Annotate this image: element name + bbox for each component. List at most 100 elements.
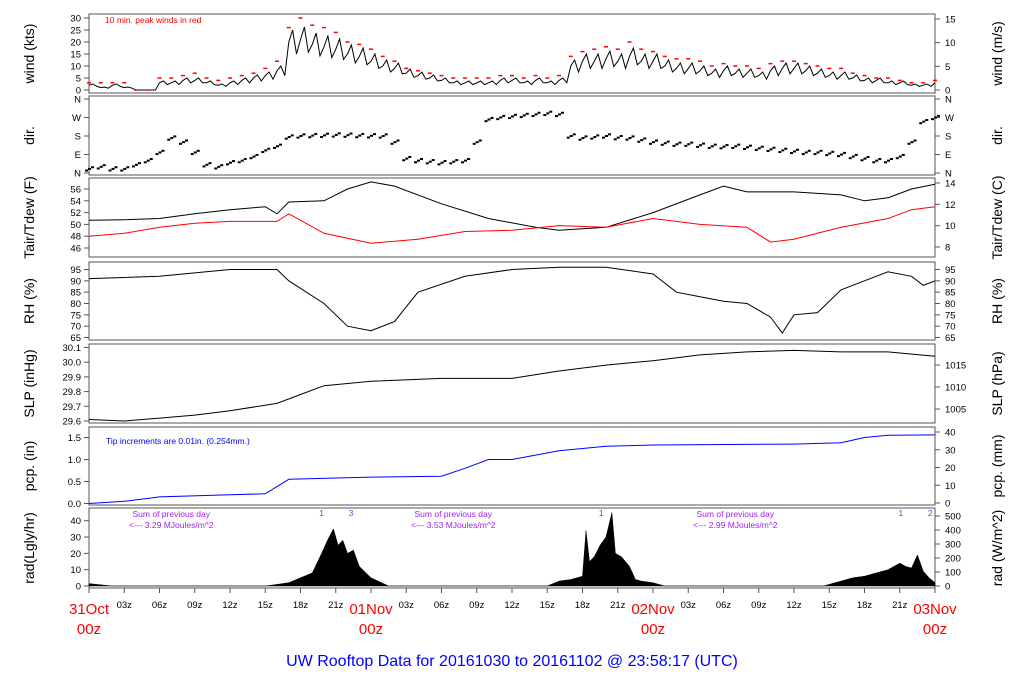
x-day-time: 00z xyxy=(77,621,101,638)
dir-point xyxy=(837,155,840,158)
y-tick-label: 48 xyxy=(70,232,81,243)
dir-point xyxy=(801,153,805,156)
y-tick-label: 30 xyxy=(70,533,81,544)
dir-point xyxy=(895,157,899,160)
dir-point xyxy=(114,166,118,169)
y-tick-label-right: 500 xyxy=(945,512,961,523)
dir-point xyxy=(290,134,294,137)
y-tick-label: 25 xyxy=(70,26,81,37)
y-tick-label-right: 65 xyxy=(945,333,956,344)
dir-point xyxy=(581,137,585,140)
rad-marker: 1 xyxy=(599,508,604,518)
dir-point xyxy=(237,161,241,164)
plot-frame xyxy=(88,13,936,94)
dir-point xyxy=(431,159,435,162)
y-tick-label-right: 10 xyxy=(945,38,956,49)
x-tick-label: 12z xyxy=(786,600,802,611)
dir-point xyxy=(126,166,130,169)
y-tick-label-right: N xyxy=(945,169,952,180)
dir-point xyxy=(537,111,541,114)
dir-point xyxy=(919,122,923,125)
dir-point xyxy=(898,155,902,158)
y-tick-label-right: 95 xyxy=(945,265,956,276)
dir-point xyxy=(355,136,359,139)
dir-point xyxy=(102,164,106,167)
dir-point xyxy=(373,133,376,136)
dir-point xyxy=(937,114,940,117)
y-tick-label-right: 15 xyxy=(945,15,956,26)
dir-point xyxy=(631,135,635,138)
x-tick-label: 15z xyxy=(540,600,556,611)
dir-point xyxy=(425,162,429,165)
y-tick-label-right: 8 xyxy=(945,243,950,254)
x-tick-label: 03z xyxy=(399,600,415,611)
x-tick-label: 15z xyxy=(822,600,838,611)
pcp-annotation: Tip increments are 0.01in. (0.254mm.) xyxy=(106,436,250,446)
dir-point xyxy=(287,136,291,139)
pcp-line xyxy=(88,434,936,504)
dir-point xyxy=(931,118,934,121)
dir-point xyxy=(264,149,268,152)
y-tick-label: 29.7 xyxy=(63,402,82,413)
y-tick-label: 56 xyxy=(70,185,81,196)
daily-sum-label: Sum of previous day xyxy=(697,509,775,519)
dir-point xyxy=(202,165,206,168)
plot-frame xyxy=(88,507,936,589)
dir-point xyxy=(343,135,347,138)
plot-frame xyxy=(88,426,936,506)
dir-point xyxy=(99,165,103,168)
dir-point xyxy=(208,162,212,165)
slp-line xyxy=(88,349,936,422)
x-tick-label: 09z xyxy=(751,600,767,611)
y-tick-label-right: 400 xyxy=(945,526,961,537)
radiation-area xyxy=(88,512,936,587)
dir-point xyxy=(519,116,523,119)
dir-point xyxy=(593,136,597,139)
y-tick-label-right: 10 xyxy=(945,481,956,492)
dir-point xyxy=(696,145,699,148)
dir-point xyxy=(851,155,855,158)
dir-point xyxy=(229,161,232,164)
dir-point xyxy=(467,158,470,161)
dir-point xyxy=(146,159,150,162)
dir-point xyxy=(619,135,623,137)
dir-point xyxy=(784,147,788,150)
x-day-label: 02Nov xyxy=(631,601,675,618)
dir-point xyxy=(167,138,171,141)
dir-point xyxy=(455,159,459,162)
dir-point xyxy=(346,134,350,137)
rad-marker: 1 xyxy=(899,508,904,518)
dir-point xyxy=(713,143,717,146)
dir-point xyxy=(804,151,808,154)
dir-point xyxy=(769,148,773,151)
dir-point xyxy=(625,138,629,141)
dir-point xyxy=(672,144,676,147)
y-tick-label: 10 xyxy=(70,565,81,576)
y-axis-label-right: Tair/Tdew (C) xyxy=(989,175,1005,259)
y-axis-label: rad(Lgly/hr) xyxy=(21,512,37,584)
dir-point xyxy=(449,162,453,165)
dir-point xyxy=(185,139,188,142)
dir-point xyxy=(384,133,388,136)
dir-point xyxy=(499,116,503,119)
x-axis: 03z 06z 09z 12z 15z 18z 21z 03z 06z 09z 12z 15z 18z 2… xyxy=(69,588,957,638)
dir-point xyxy=(135,163,138,166)
panel-dir: dir. dir.N NE ES SW WN N xyxy=(21,95,1005,180)
y-tick-label-right: 1005 xyxy=(945,405,966,416)
plot-frame xyxy=(88,261,936,341)
dir-point xyxy=(710,145,714,148)
y-tick-label-right: N xyxy=(945,95,952,106)
x-tick-label: 03z xyxy=(681,600,697,611)
y-axis-label: dir. xyxy=(21,126,37,145)
y-axis-label: wind (kts) xyxy=(21,24,37,85)
y-tick-label: N xyxy=(74,95,81,106)
dir-point xyxy=(910,141,914,144)
y-tick-label: 54 xyxy=(70,196,81,207)
dir-point xyxy=(111,167,115,170)
x-tick-label: 21z xyxy=(328,600,344,611)
dir-point xyxy=(637,140,641,143)
y-tick-label: E xyxy=(75,150,81,161)
dir-point xyxy=(226,163,229,166)
y-tick-label: 75 xyxy=(70,310,81,321)
dir-point xyxy=(405,157,409,160)
